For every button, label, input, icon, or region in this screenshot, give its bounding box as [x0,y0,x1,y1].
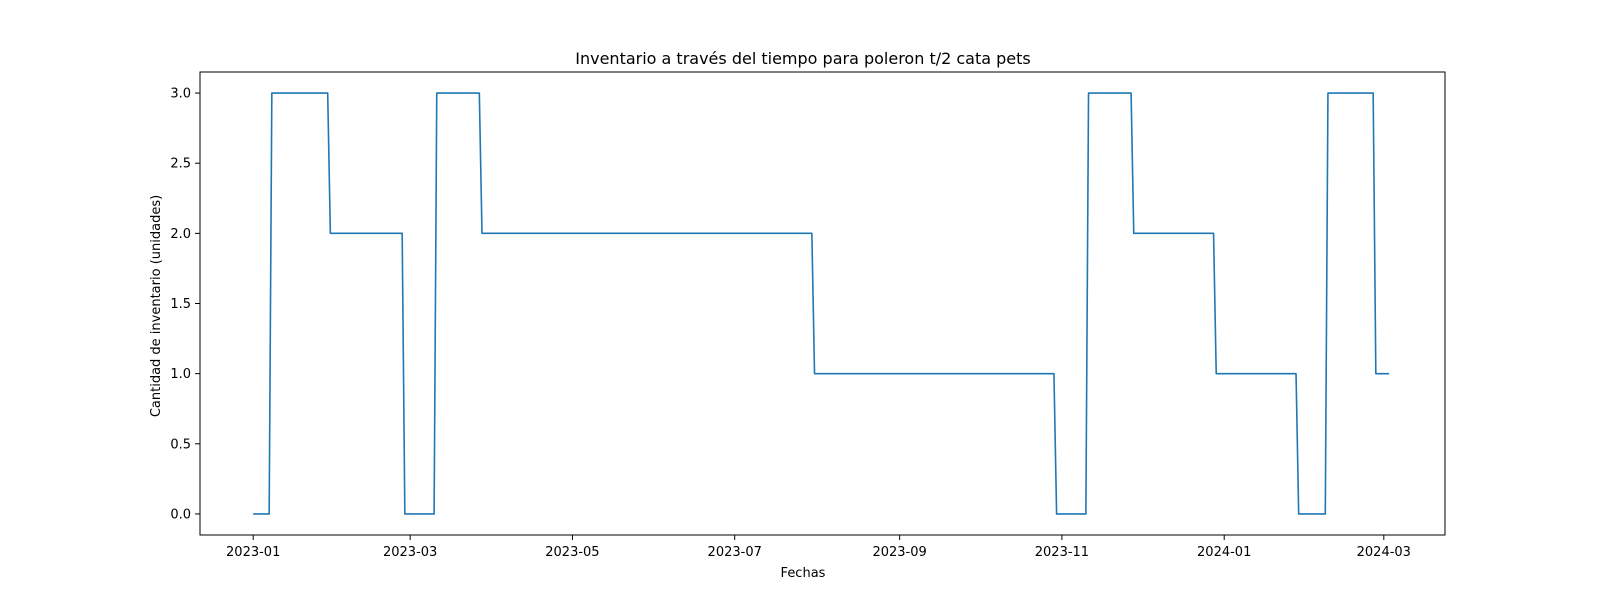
x-tick-label: 2023-05 [545,545,599,560]
chart-title: Inventario a través del tiempo para pole… [575,49,1031,68]
y-axis-label: Cantidad de inventario (unidades) [149,195,164,417]
x-tick-label: 2024-01 [1197,545,1251,560]
x-tick-label: 2023-07 [708,545,762,560]
y-tick-label: 2.5 [170,157,191,172]
y-tick-label: 0.0 [170,507,191,522]
series-line-0 [253,92,1390,515]
x-tick-label: 2023-03 [383,545,437,560]
x-tick-label: 2023-11 [1035,545,1089,560]
x-tick-label: 2023-01 [226,545,280,560]
y-tick-label: 2.0 [170,227,191,242]
plot-frame [199,71,1446,536]
x-axis-label: Fechas [781,566,826,581]
axis-ticks: 2023-01 2023-03 2023-05 2023-07 2023-09 2023-… [170,87,1411,560]
x-tick-label: 2023-09 [872,545,926,560]
y-tick-label: 0.5 [170,437,191,452]
y-tick-label: 1.5 [170,297,191,312]
series-layer [253,92,1390,515]
x-tick-label: 2024-03 [1357,545,1411,560]
y-tick-label: 1.0 [170,367,191,382]
y-tick-label: 3.0 [170,87,191,102]
